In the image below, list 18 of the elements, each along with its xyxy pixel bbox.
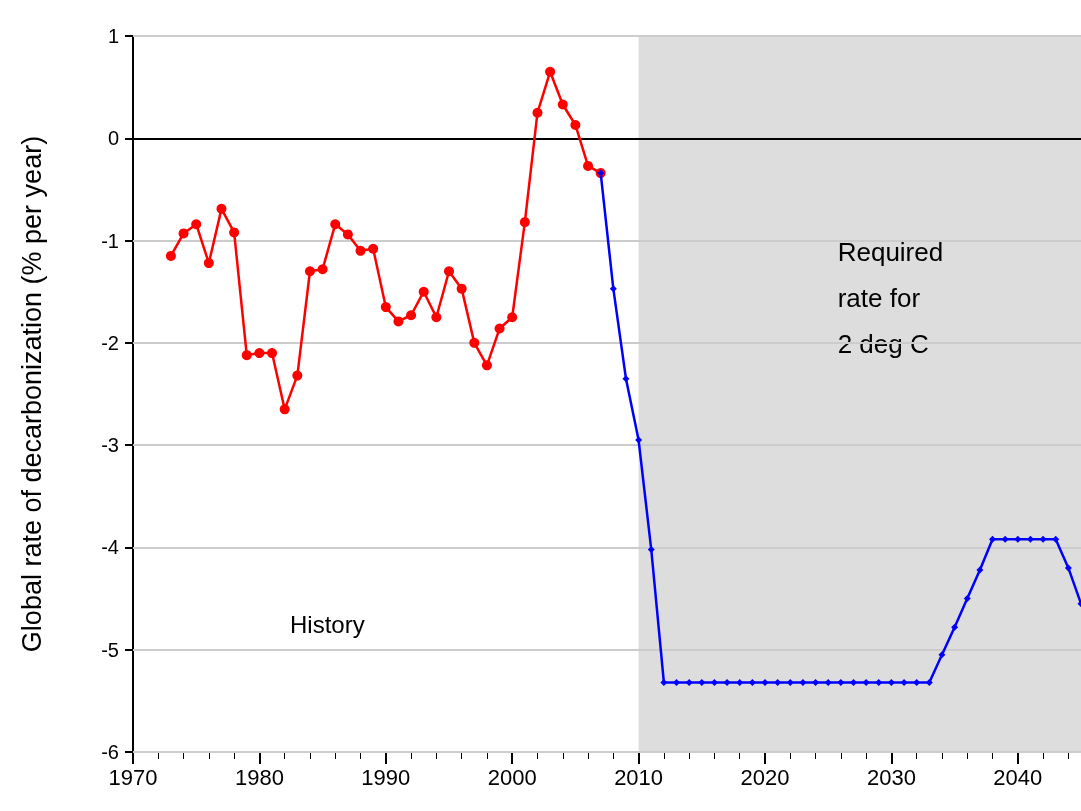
y-tick-label: 0	[107, 127, 119, 150]
y-tick-label: -3	[101, 434, 119, 457]
x-tick-label: 2010	[614, 764, 664, 790]
x-tick-label: 2040	[993, 764, 1043, 790]
y-tick-label: -6	[101, 741, 119, 763]
annotation: History	[290, 610, 365, 638]
y-tick-label: -4	[101, 536, 119, 559]
y-tick-label: 1	[107, 25, 119, 47]
x-tick-label: 1970	[108, 764, 158, 790]
x-tick-label: 2020	[740, 764, 790, 790]
x-tick-label: 1980	[234, 764, 284, 790]
x-tick-label: 1990	[361, 764, 411, 790]
y-tick-label: -2	[101, 331, 119, 354]
y-tick-label: -5	[101, 638, 119, 661]
x-tick-label: 2030	[866, 764, 916, 790]
x-tick-label: 2000	[487, 764, 537, 790]
y-tick-label: -1	[101, 229, 119, 252]
y-axis-title: Global rate of decarbonization (% per year)	[16, 135, 47, 653]
